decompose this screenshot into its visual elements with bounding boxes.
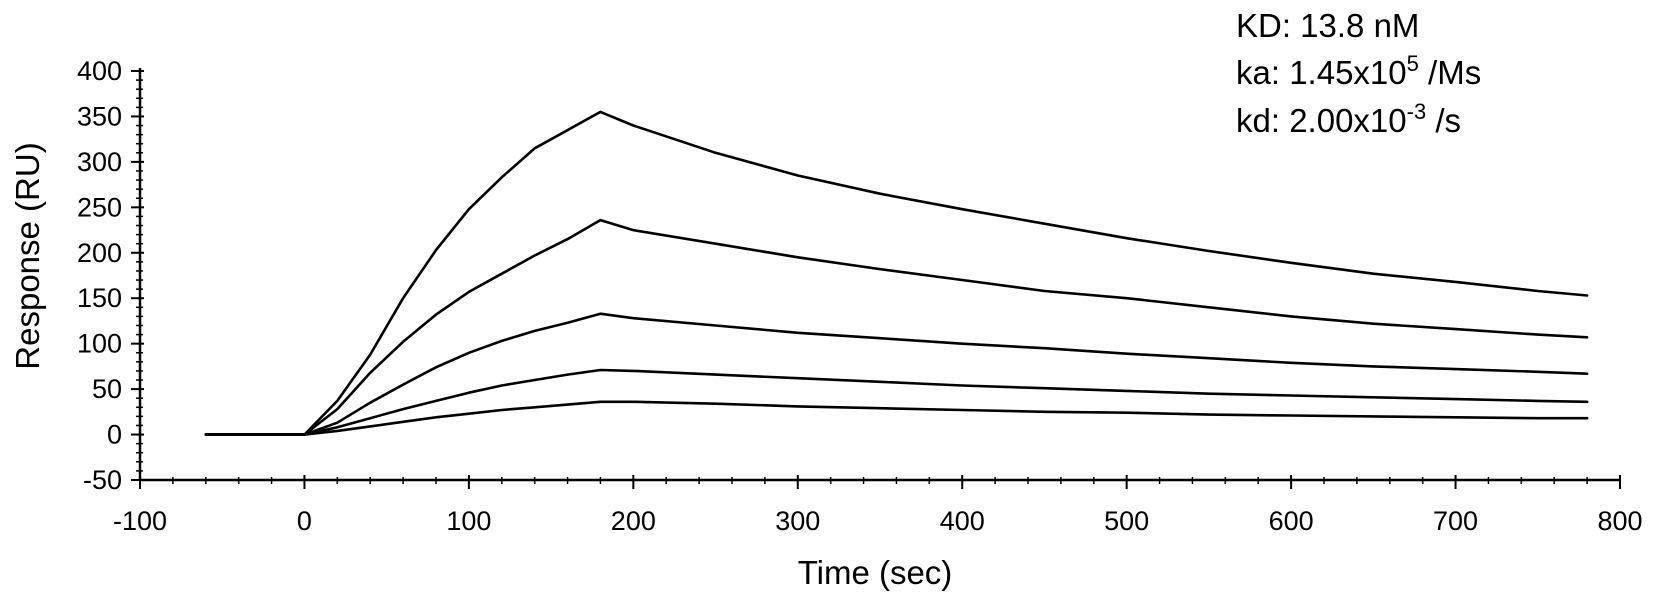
x-tick-label: 100 — [446, 506, 491, 536]
x-tick-label: 200 — [611, 506, 656, 536]
x-tick-label: 800 — [1597, 506, 1642, 536]
y-tick-label: -50 — [83, 465, 122, 495]
x-tick-label: 400 — [940, 506, 985, 536]
series-line-1 — [204, 110, 1589, 436]
y-tick-label: 250 — [77, 192, 122, 222]
ka-annotation-unit: /Ms — [1419, 54, 1481, 91]
ka-annotation: ka: 1.45x105 /Ms — [1236, 51, 1481, 91]
y-tick-label: 150 — [77, 283, 122, 313]
series-line-5 — [204, 400, 1589, 436]
kinetics-annotation: KD: 13.8 nM ka: 1.45x105 /Ms kd: 2.00x10… — [1236, 7, 1481, 139]
koff-annotation-unit: /s — [1426, 102, 1461, 139]
x-tick-label: 600 — [1269, 506, 1314, 536]
y-tick-label: 300 — [77, 147, 122, 177]
x-tick-label: -100 — [113, 506, 167, 536]
series-line-3 — [204, 312, 1589, 436]
x-axis-title: Time (sec) — [798, 554, 953, 591]
y-axis-title: Response (RU) — [9, 142, 46, 369]
x-tick-label: 0 — [297, 506, 312, 536]
kd-annotation: KD: 13.8 nM — [1236, 7, 1419, 44]
ka-annotation-base: ka: 1.45x10 — [1236, 54, 1407, 91]
series-group — [204, 110, 1589, 436]
series-line-4 — [204, 368, 1589, 436]
y-tick-label: 350 — [77, 101, 122, 131]
koff-annotation: kd: 2.00x10-3 /s — [1236, 99, 1461, 139]
y-tick-label: 200 — [77, 238, 122, 268]
koff-annotation-exponent: -3 — [1407, 99, 1427, 124]
x-tick-label: 700 — [1433, 506, 1478, 536]
y-tick-label: 0 — [107, 420, 122, 450]
x-tick-label: 500 — [1104, 506, 1149, 536]
y-tick-label: 50 — [92, 374, 122, 404]
y-tick-label: 400 — [77, 56, 122, 86]
y-tick-label: 100 — [77, 329, 122, 359]
series-line-2 — [204, 218, 1589, 436]
x-tick-label: 300 — [775, 506, 820, 536]
ka-annotation-exponent: 5 — [1407, 51, 1419, 76]
koff-annotation-base: kd: 2.00x10 — [1236, 102, 1407, 139]
axes: -50 0 50 100 150 200 250 300 350 400 -100 0 100 200 30… — [77, 56, 1643, 536]
